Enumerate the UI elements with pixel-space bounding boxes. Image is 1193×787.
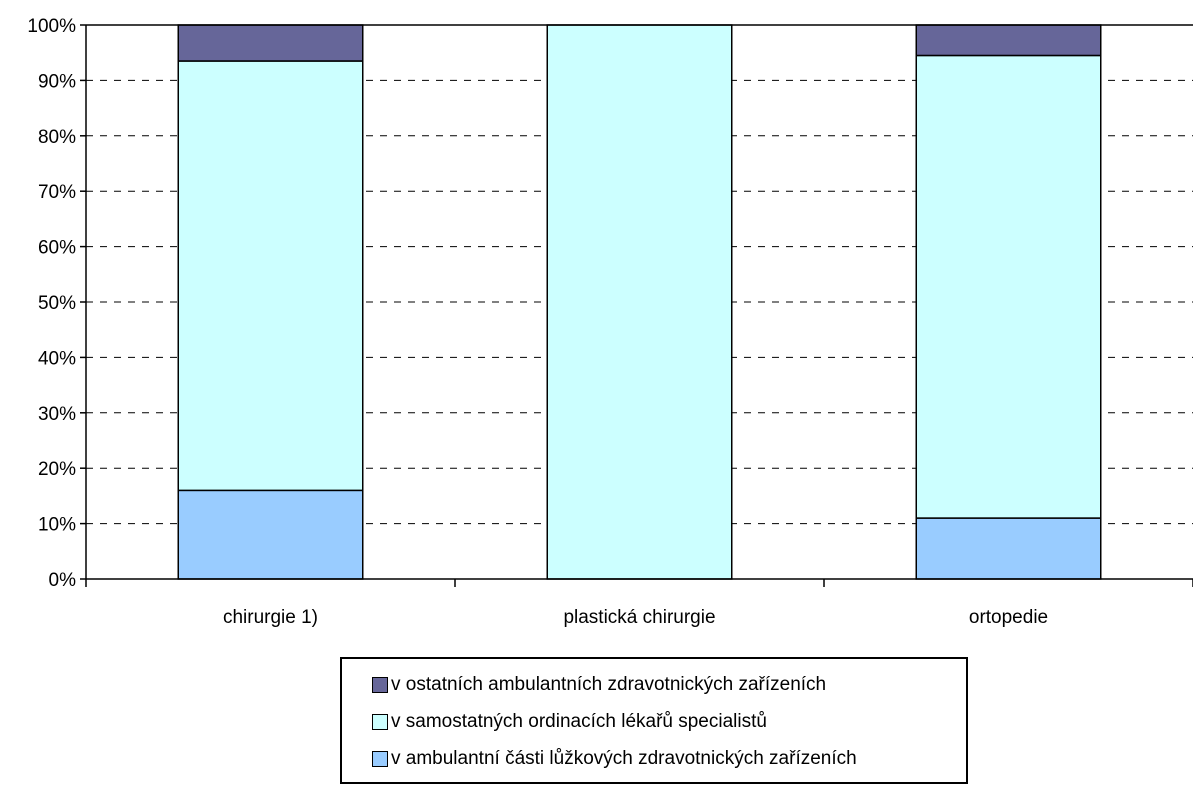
legend-label-samostatne: v samostatných ordinacích lékařů special… (391, 711, 767, 732)
y-tick-label: 10% (38, 515, 76, 536)
bar-segment-3-2 (915, 54, 1102, 519)
bar-segment-1-1 (177, 489, 364, 580)
bar-segment-1-2 (177, 60, 364, 492)
legend-swatch-ostatni (372, 677, 388, 693)
legend-item-luzkove: v ambulantní části lůžkových zdravotnick… (372, 745, 857, 773)
axes (80, 24, 1193, 587)
y-tick-label: 30% (38, 404, 76, 425)
y-tick-label: 60% (38, 238, 76, 259)
y-tick-label: 20% (38, 459, 76, 480)
y-tick-label: 40% (38, 348, 76, 369)
bars (177, 24, 1102, 580)
y-tick-label: 90% (38, 71, 76, 92)
x-tick-label: chirurgie 1) (223, 607, 318, 628)
legend-label-luzkove: v ambulantní části lůžkových zdravotnick… (391, 748, 857, 769)
bar-segment-3-1 (915, 517, 1102, 580)
y-tick-label: 50% (38, 293, 76, 314)
x-tick-labels: chirurgie 1) plastická chirurgie ortopedie (223, 607, 1048, 628)
legend: v ostatních ambulantních zdravotnických … (340, 657, 968, 784)
stacked-bar-chart: 0% 10% 20% 30% 40% 50% 60% 70% 80% 90% 100% chirur… (27, 16, 1193, 628)
bar-segment-2-2 (546, 24, 733, 580)
y-tick-label: 70% (38, 182, 76, 203)
legend-item-samostatne: v samostatných ordinacích lékařů special… (372, 708, 767, 736)
x-tick-label: plastická chirurgie (563, 607, 715, 628)
legend-swatch-samostatne (372, 714, 388, 730)
legend-label-ostatni: v ostatních ambulantních zdravotnických … (391, 674, 827, 695)
y-tick-label: 80% (38, 127, 76, 148)
y-tick-label: 100% (27, 16, 76, 37)
legend-swatch-luzkove (372, 751, 388, 767)
y-tick-labels: 0% 10% 20% 30% 40% 50% 60% 70% 80% 90% 100% (27, 16, 76, 591)
legend-item-ostatni: v ostatních ambulantních zdravotnických … (372, 671, 826, 699)
x-tick-label: ortopedie (969, 607, 1048, 628)
bar-segment-1-3 (177, 24, 364, 62)
y-tick-label: 0% (49, 570, 77, 591)
bar-segment-3-3 (915, 24, 1102, 57)
